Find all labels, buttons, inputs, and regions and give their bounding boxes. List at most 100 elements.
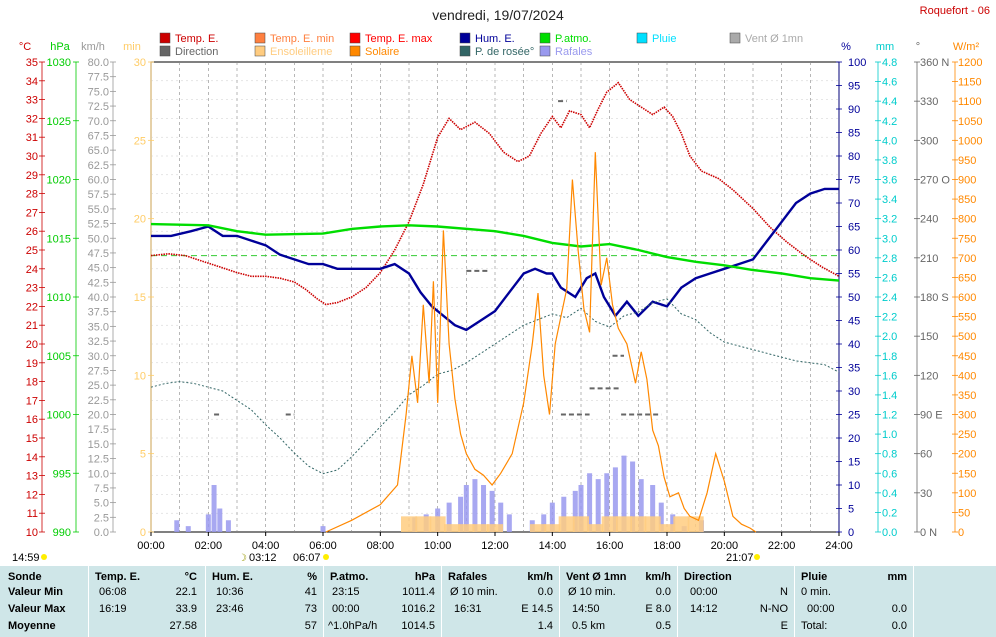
mm-tick-label: 3.2: [882, 214, 897, 226]
x-tick-label: 20:00: [711, 540, 739, 552]
bar-mark: [211, 485, 217, 532]
kmh-tick-label: 17.5: [88, 424, 109, 436]
kmh-tick-label: 15.0: [88, 439, 109, 451]
x-tick-label: 18:00: [653, 540, 681, 552]
temp-tick-label: 25: [26, 245, 38, 257]
summary-table: Sonde Valeur Min Valeur Max Moyenne Temp…: [0, 566, 996, 637]
wm2-tick-label: 1050: [958, 116, 982, 128]
temp-tick-label: 24: [26, 264, 38, 276]
mm-tick-label: 4.0: [882, 135, 897, 147]
mm-tick-label: 2.6: [882, 272, 897, 284]
legend: Temp. E. Temp. E. min Temp. E. max Hum. E. P…: [159, 32, 803, 58]
hum-max-time: 23:46: [216, 603, 244, 615]
temp-tick-label: 10: [26, 527, 38, 539]
wm2-tick-label: 600: [958, 292, 976, 304]
kmh-tick-label: 35.0: [88, 321, 109, 333]
bar-mark: [658, 502, 664, 532]
line-series: [150, 81, 840, 533]
pct-tick-label: 85: [848, 128, 860, 140]
mm-unit: mm: [876, 41, 894, 53]
bar-mark: [587, 473, 593, 532]
sun-icon: [41, 554, 47, 560]
kmh-tick-label: 25.0: [88, 380, 109, 392]
wm2-tick-label: 150: [958, 468, 976, 480]
legend-label: Rafales: [555, 46, 593, 58]
patmo-trend: ^1.0hPa/h: [328, 620, 378, 632]
series-line: [325, 152, 757, 533]
min-tick-label: 5: [140, 449, 146, 461]
summary-col-direction: Direction 00:00 N 14:12 N-NO E: [678, 566, 794, 637]
legend-swatch: [459, 32, 471, 44]
bar-mark: [489, 490, 495, 532]
mm-tick-label: 1.0: [882, 429, 897, 441]
patmo-unit-label: hPa: [414, 571, 435, 583]
hpa-tick-label: 1005: [47, 351, 71, 363]
summary-col-patmo: P.atmo. hPa 23:15 1011.4 00:00 1016.2 ^1.0h…: [324, 566, 441, 637]
temp-max-value: 33.9: [175, 603, 197, 615]
bar-mark: [205, 514, 211, 532]
mm-tick-label: 2.8: [882, 253, 897, 265]
mm-tick-label: 2.2: [882, 312, 897, 324]
summary-col-hum: Hum. E.% 10:36 41 23:46 73 57: [206, 566, 323, 637]
bar-mark: [487, 524, 503, 532]
direction-min-time: 00:00: [690, 586, 718, 598]
axes: 10 11 12 13 14 15 16 17 18 19 20 21 22 23 24 25 26 27 28 29…: [26, 57, 983, 539]
hum-unit-label: %: [307, 571, 317, 583]
kmh-tick-label: 50.0: [88, 233, 109, 245]
row-label-avg: Moyenne: [8, 620, 56, 632]
wm2-tick-label: 1200: [958, 57, 982, 69]
legend-label: Solaire: [365, 46, 399, 58]
direction-avg-value: E: [780, 620, 788, 632]
rafales-avg-value: 1.4: [537, 620, 553, 632]
hpa-tick-label: 1030: [47, 57, 71, 69]
mm-tick-label: 4.8: [882, 57, 897, 69]
bar-mark: [578, 485, 584, 532]
hpa-tick-label: 1025: [47, 116, 71, 128]
bar-mark: [630, 516, 647, 532]
temp-tick-label: 22: [26, 301, 38, 313]
wm2-tick-label: 500: [958, 331, 976, 343]
mm-tick-label: 3.6: [882, 175, 897, 187]
x-tick-label: 16:00: [596, 540, 624, 552]
deg-tick-label: 180 S: [920, 292, 949, 304]
bar-mark: [601, 516, 618, 532]
moon-icon: ☽: [238, 553, 247, 564]
deg-tick-label: 150: [920, 331, 938, 343]
pct-tick-label: 70: [848, 198, 860, 210]
min-tick-label: 10: [134, 370, 146, 382]
pct-tick-label: 25: [848, 410, 860, 422]
mm-tick-label: 0.2: [882, 507, 897, 519]
legend-swatch: [159, 45, 171, 57]
pct-tick-label: 60: [848, 245, 860, 257]
min-tick-label: 25: [134, 135, 146, 147]
vent-avg-value: 0.5: [655, 620, 671, 632]
temp-tick-label: 13: [26, 471, 38, 483]
bar-mark: [561, 496, 567, 532]
mm-tick-label: 0.4: [882, 488, 897, 500]
wm2-tick-label: 800: [958, 214, 976, 226]
temp-unit-label: °C: [184, 571, 197, 583]
min-tick-label: 20: [134, 214, 146, 226]
mm-tick-label: 3.8: [882, 155, 897, 167]
kmh-tick-label: 22.5: [88, 395, 109, 407]
kmh-tick-label: 45.0: [88, 263, 109, 275]
rafales-max-value: E 14.5: [521, 603, 553, 615]
series-line: [150, 298, 840, 475]
rafales-avg10-value: 0.0: [537, 586, 553, 598]
wm2-tick-label: 950: [958, 155, 976, 167]
bar-mark: [481, 485, 487, 532]
direction-header: Direction: [684, 571, 732, 583]
mm-tick-label: 0.6: [882, 468, 897, 480]
legend-label: P. de rosée°: [475, 46, 534, 58]
patmo-max-value: 1016.2: [401, 603, 435, 615]
wm2-tick-label: 400: [958, 370, 976, 382]
min-tick-label: 15: [134, 292, 146, 304]
legend-label: Ensoleilleme: [270, 46, 332, 58]
x-tick-label: 12:00: [481, 540, 509, 552]
x-tick-label: 08:00: [367, 540, 395, 552]
kmh-tick-label: 40.0: [88, 292, 109, 304]
sonde-header: Sonde: [8, 571, 42, 583]
pct-tick-label: 20: [848, 433, 860, 445]
bar-mark: [458, 496, 464, 532]
pct-tick-label: 5: [848, 504, 854, 516]
